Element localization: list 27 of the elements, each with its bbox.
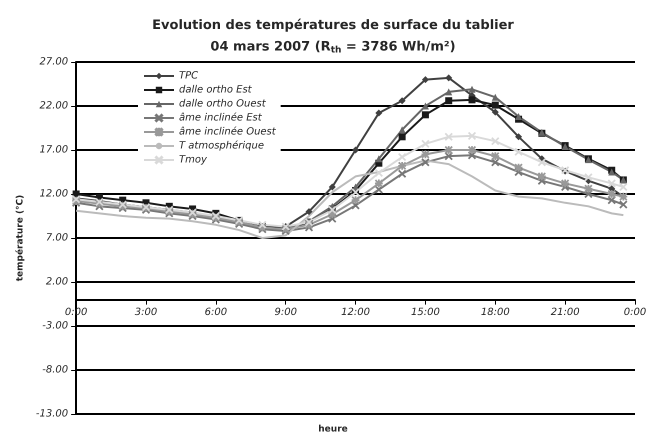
legend-label: T atmosphérique (179, 140, 264, 152)
x-tick-label: 9:00 (274, 307, 297, 318)
y-tick-label: 2.00 (46, 276, 68, 288)
chart-title: Evolution des températures de surface du tablier (152, 18, 514, 33)
y-tick-label: -8.00 (42, 364, 68, 376)
y-tick-label: -13.00 (36, 408, 68, 420)
y-tick-label: 7.00 (46, 232, 68, 244)
x-axis-title: heure (318, 424, 348, 434)
x-tick-label: 12:00 (341, 307, 370, 318)
x-tick-label: 21:00 (550, 307, 580, 318)
x-tick-label: 3:00 (134, 307, 158, 318)
legend-label: âme inclinée Est (179, 112, 263, 124)
y-tick-label: 17.00 (39, 144, 68, 156)
legend-label: dalle ortho Ouest (179, 98, 267, 110)
x-tick-label: 15:00 (411, 307, 440, 318)
legend-label: âme inclinée Ouest (179, 126, 277, 138)
y-axis-title: température (°C) (14, 194, 26, 282)
x-tick-label: 6:00 (204, 307, 228, 318)
x-tick-label: 18:00 (480, 307, 510, 318)
y-tick-label: 22.00 (39, 100, 68, 112)
x-tick-label: 0:00 (624, 307, 646, 318)
legend-label: Tmoy (179, 154, 208, 166)
y-tick-label: 12.00 (39, 188, 68, 200)
y-tick-label: 27.00 (39, 56, 68, 68)
legend-label: dalle ortho Est (179, 84, 253, 96)
y-tick-label: -3.00 (42, 320, 68, 332)
legend-label: TPC (179, 70, 198, 82)
